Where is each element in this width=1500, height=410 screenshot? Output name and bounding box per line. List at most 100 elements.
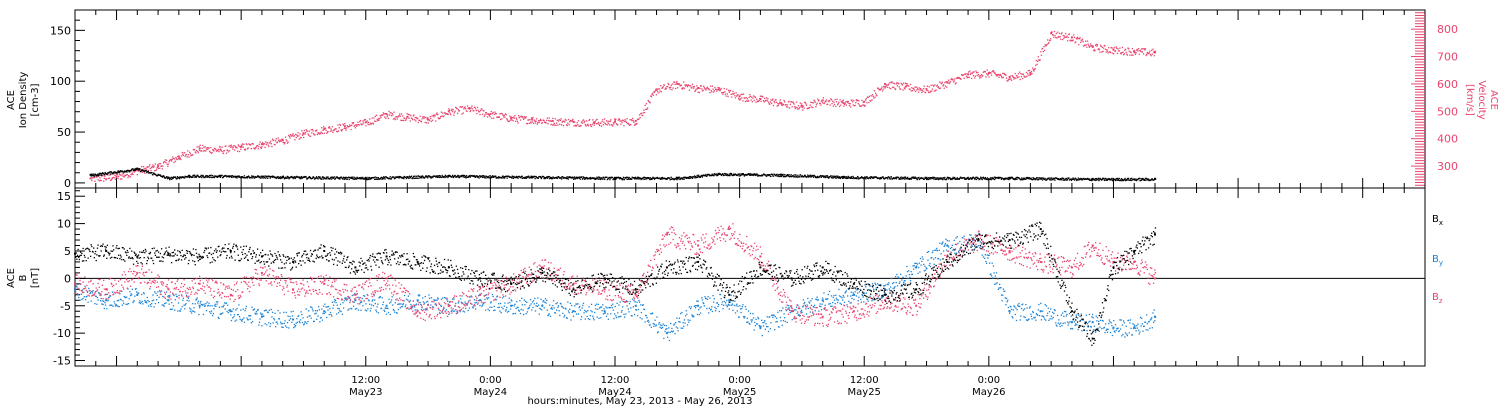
data-sample: [209, 176, 211, 179]
data-sample: [230, 319, 233, 322]
data-sample: [381, 297, 383, 299]
data-sample: [400, 113, 403, 115]
data-sample: [109, 171, 111, 173]
data-sample: [453, 175, 455, 178]
data-sample: [683, 176, 685, 178]
data-sample: [513, 116, 515, 118]
data-sample: [319, 177, 321, 179]
data-sample: [399, 303, 401, 305]
data-sample: [215, 305, 217, 307]
data-sample: [277, 309, 279, 312]
data-sample: [833, 103, 836, 106]
data-sample: [449, 112, 451, 114]
data-sample: [528, 122, 530, 125]
data-sample: [111, 291, 114, 293]
data-sample: [480, 292, 482, 295]
data-sample: [425, 175, 427, 177]
data-sample: [501, 177, 503, 179]
data-sample: [1133, 178, 1136, 180]
data-sample: [266, 175, 268, 178]
data-sample: [286, 175, 289, 178]
data-sample: [324, 303, 326, 305]
data-sample: [1146, 53, 1148, 56]
data-sample: [428, 294, 430, 296]
data-sample: [146, 302, 148, 304]
data-sample: [671, 83, 674, 85]
data-sample: [214, 303, 216, 306]
data-sample: [653, 91, 656, 93]
data-sample: [813, 99, 815, 101]
data-sample: [293, 326, 295, 329]
data-sample: [992, 69, 995, 72]
data-sample: [204, 146, 206, 148]
data-sample: [166, 176, 168, 178]
data-sample: [1086, 46, 1088, 48]
data-point: [1029, 71, 1032, 74]
data-sample: [655, 89, 657, 91]
data-sample: [217, 301, 219, 303]
data-sample: [393, 309, 395, 312]
data-sample: [627, 122, 629, 125]
data-sample: [710, 90, 712, 92]
data-sample: [141, 300, 143, 303]
data-sample: [411, 117, 413, 120]
data-sample: [235, 175, 238, 178]
data-sample: [881, 90, 884, 92]
data-sample: [1053, 30, 1056, 33]
data-sample: [569, 176, 572, 178]
data-sample: [195, 152, 197, 154]
data-sample: [231, 146, 233, 148]
data-sample: [908, 178, 911, 181]
data-sample: [124, 296, 127, 299]
data-sample: [730, 93, 732, 96]
data-sample: [378, 297, 380, 299]
data-sample: [373, 295, 375, 297]
data-sample: [1111, 177, 1113, 180]
data-sample: [1007, 79, 1010, 81]
data-sample: [1126, 177, 1129, 180]
data-sample: [659, 90, 661, 92]
data-sample: [139, 171, 142, 173]
data-sample: [178, 157, 180, 159]
data-sample: [167, 163, 170, 165]
data-sample: [678, 83, 681, 85]
data-sample: [219, 175, 221, 177]
data-sample: [475, 108, 477, 110]
data-sample: [92, 175, 94, 177]
data-sample: [266, 324, 268, 326]
data-sample: [435, 175, 438, 178]
data-sample: [342, 123, 344, 125]
data-sample: [596, 177, 599, 179]
data-sample: [945, 81, 947, 83]
data-sample: [775, 101, 778, 103]
data-sample: [499, 302, 502, 305]
data-sample: [751, 174, 753, 176]
data-sample: [816, 102, 818, 104]
data-sample: [119, 293, 121, 295]
data-sample: [245, 143, 248, 145]
data-sample: [205, 310, 208, 312]
data-sample: [910, 178, 912, 180]
data-sample: [322, 176, 324, 178]
data-sample: [218, 317, 220, 320]
data-sample: [170, 301, 173, 304]
data-sample: [385, 307, 387, 310]
data-sample: [305, 129, 307, 131]
data-sample: [1057, 177, 1059, 180]
data-sample: [342, 307, 345, 309]
data-sample: [879, 178, 881, 180]
data-sample: [858, 104, 861, 106]
data-sample: [439, 175, 441, 177]
data-sample: [243, 317, 245, 319]
data-sample: [112, 173, 114, 175]
data-sample: [276, 176, 279, 179]
data-sample: [947, 79, 950, 81]
data-sample: [152, 174, 154, 176]
data-sample: [171, 158, 173, 160]
data-sample: [949, 80, 952, 83]
data-sample: [779, 99, 781, 101]
data-sample: [846, 101, 849, 104]
data-sample: [272, 175, 274, 177]
data-sample: [181, 305, 183, 308]
data-sample: [434, 175, 437, 177]
